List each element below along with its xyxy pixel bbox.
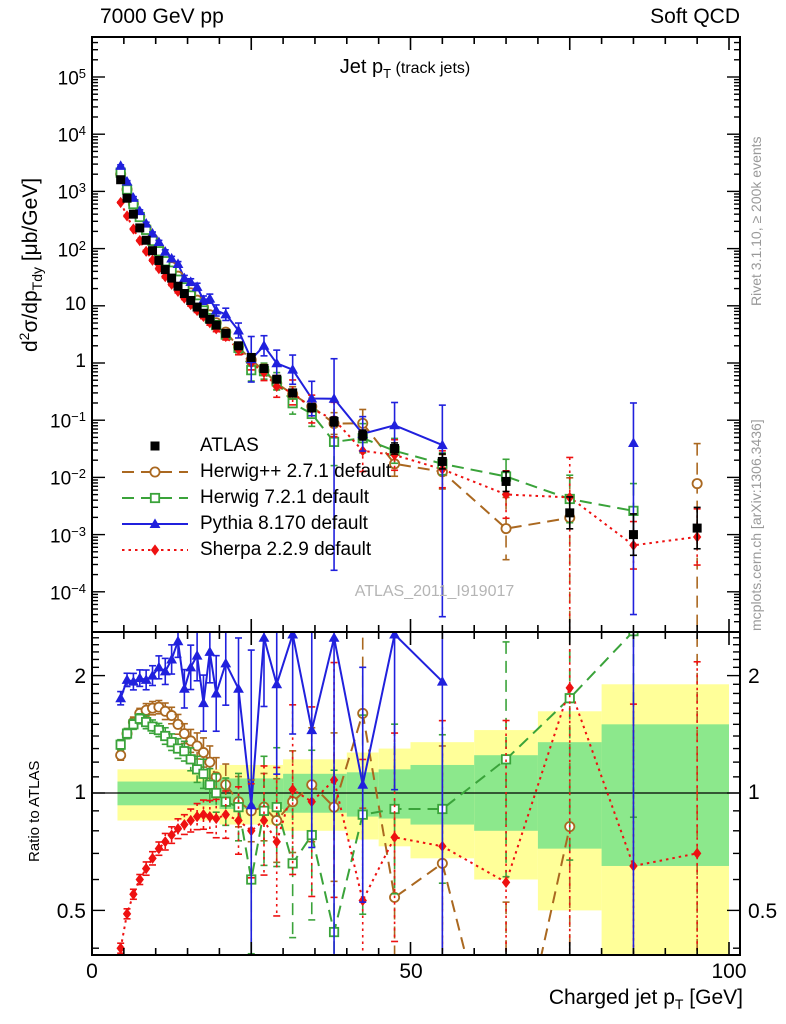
mcplots-arxiv-note: mcplots.cern.ch [arXiv:1306.3436] [748, 419, 764, 631]
plot-title-suffix: (track jets) [391, 60, 471, 77]
xlab-pre: Charged jet p [548, 986, 675, 1009]
main-ytick-label-1e1: 10 [64, 293, 86, 315]
legend-sample-sherpa [122, 544, 188, 556]
main-panel-area [115, 160, 703, 632]
main-ytick-label-1e4: 104 [57, 123, 86, 147]
legend-sample-herwig7 [122, 492, 188, 504]
x-axis-title: Charged jet pT [GeV] [549, 986, 743, 1012]
ylab-sub: Tdy [29, 267, 46, 291]
series-pythia8-line [121, 168, 634, 805]
plot-title-sub: T [383, 66, 392, 81]
legend-sample-herwigpp [122, 466, 188, 478]
series-pythia8-points [115, 160, 639, 618]
legend-label-herwigpp: Herwig++ 2.7.1 default [200, 461, 392, 482]
legend-label-pythia: Pythia 8.170 default [200, 513, 368, 534]
series-pythia8-points [115, 632, 635, 955]
beam-info-label: 7000 GeV pp [100, 5, 224, 28]
xtick-100: 100 [711, 960, 747, 983]
rivet-version-note: Rivet 3.1.10, ≥ 200k events [748, 136, 764, 306]
ratio-ytick-2-right: 2 [748, 665, 760, 688]
series-herwigpp-points [115, 168, 703, 632]
ratio-ytick-2-left: 2 [74, 665, 86, 688]
main-ytick-label-1e3: 103 [57, 180, 86, 204]
series-atlas-points [116, 175, 702, 557]
main-ytick-label-1e-3: 10−3 [50, 523, 86, 547]
series-herwigpp-points [115, 632, 698, 955]
xtick-50: 50 [399, 960, 423, 983]
ratio-ytick-1-right: 1 [748, 781, 760, 804]
main-ytick-label-1e-1: 10−1 [50, 409, 86, 433]
analysis-id-watermark: ATLAS_2011_I919017 [354, 583, 515, 600]
main-ytick-label-1e0: 1 [75, 351, 86, 372]
process-group-label: Soft QCD [650, 5, 740, 28]
ratio-ytick-05-right: 0.5 [748, 900, 778, 923]
legend-label-atlas: ATLAS [200, 435, 259, 456]
main-ytick-label-1e-2: 10−2 [50, 466, 86, 490]
xlab-post: [GeV] [683, 986, 743, 1009]
legend-label-herwig7: Herwig 7.2.1 default [200, 487, 369, 508]
ratio-ytick-1-left: 1 [74, 781, 86, 804]
plot-title-main: Jet p [339, 56, 384, 78]
ratio-ytick-05-left: 0.5 [56, 900, 86, 923]
legend-sample-pythia8 [122, 518, 188, 528]
xtick-0: 0 [86, 960, 98, 983]
ylab-exp: 2 [16, 332, 32, 341]
main-ytick-label-1e2: 102 [57, 237, 86, 261]
axes-layer [91, 36, 741, 956]
main-ytick-label-1e5: 105 [57, 66, 86, 90]
legend-label-sherpa: Sherpa 2.2.9 default [200, 539, 372, 560]
ratio-y-axis-title: Ratio to ATLAS [26, 760, 43, 862]
ratio-panel-area [92, 168, 740, 955]
green-uncertainty-band [601, 724, 729, 866]
legend-sample-atlas [150, 441, 160, 451]
main-ytick-label-1e-4: 10−4 [50, 580, 86, 605]
plot-title: Jet pT (track jets) [260, 56, 550, 81]
xlab-sub: T [674, 996, 684, 1013]
